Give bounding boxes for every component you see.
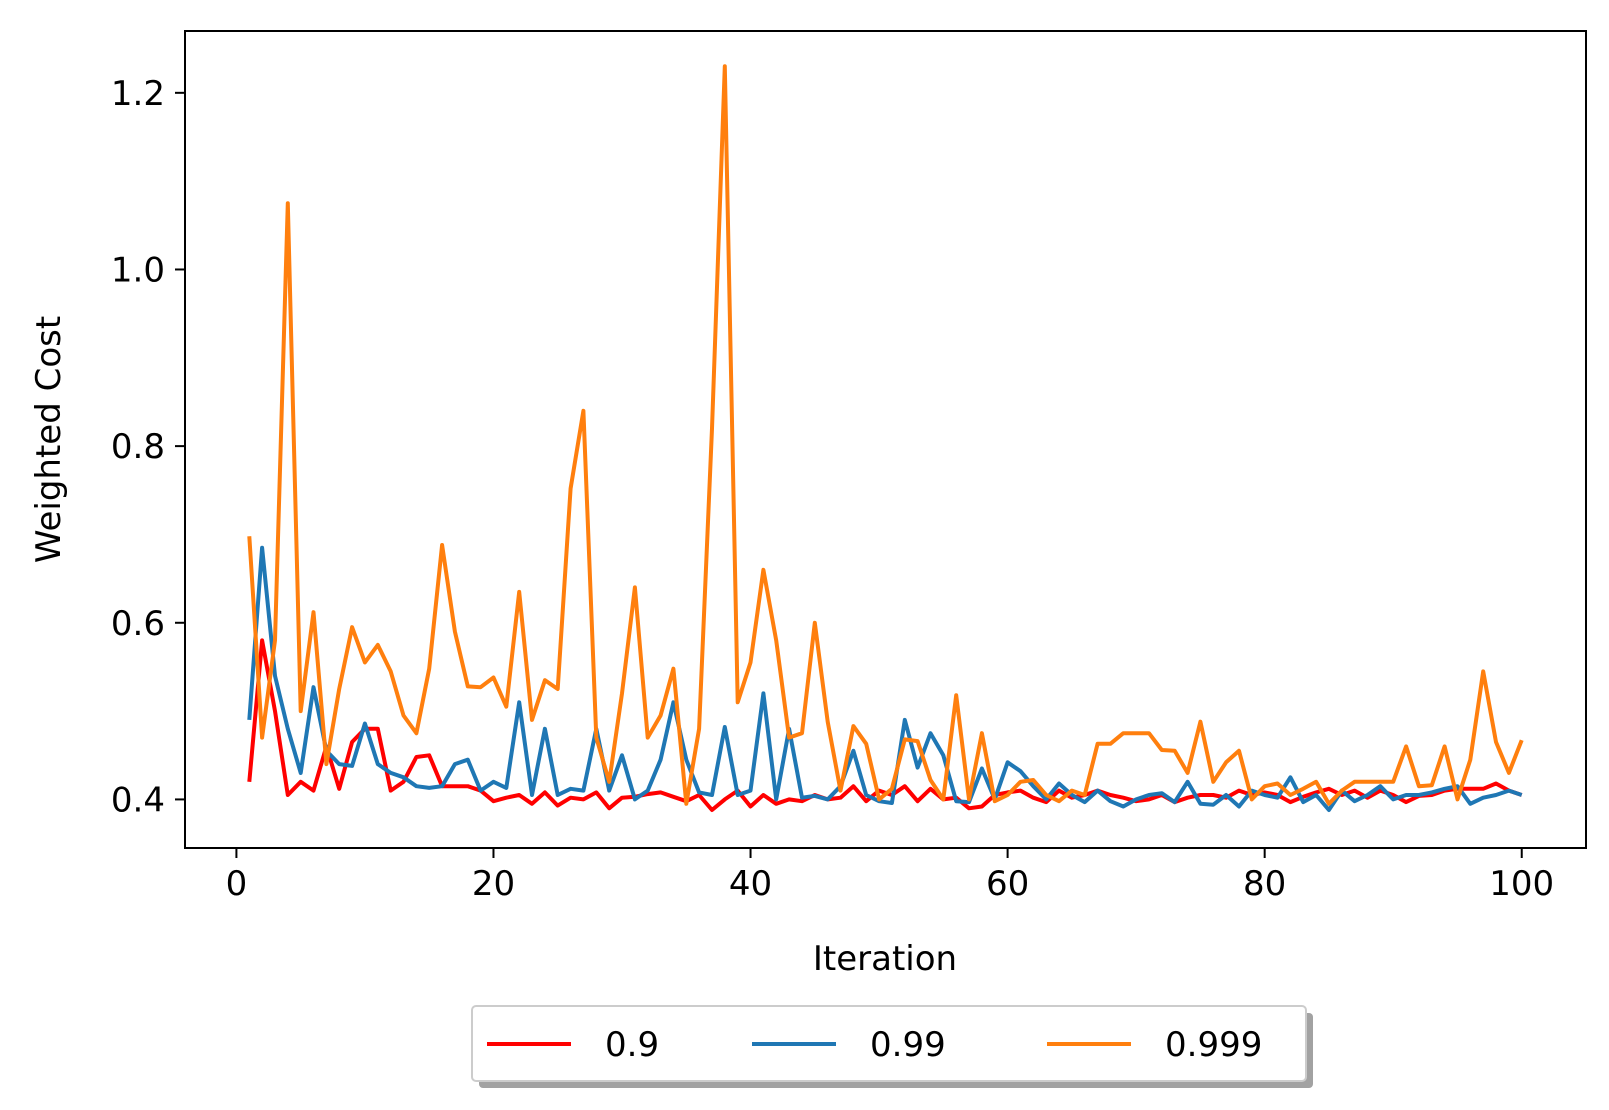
y-tick-label: 1.2 [111, 74, 165, 114]
x-tick-label: 60 [986, 864, 1029, 904]
x-axis-label: Iteration [813, 939, 957, 979]
legend: 0.9 0.99 0.999 [471, 1005, 1313, 1088]
y-tick-label: 0.8 [111, 427, 165, 467]
y-axis-label: Weighted Cost [29, 316, 69, 563]
x-tick-label: 100 [1489, 864, 1554, 904]
legend-label-1: 0.99 [870, 1025, 946, 1065]
series-layer [247, 64, 1524, 812]
x-axis-ticks: 0 20 40 60 80 100 [226, 848, 1554, 904]
y-tick-label: 0.6 [111, 604, 165, 644]
legend-box [471, 1005, 1307, 1082]
x-tick-label: 80 [1243, 864, 1286, 904]
legend-items: 0.9 0.99 0.999 [487, 1025, 1262, 1065]
plot-area-frame [184, 30, 1587, 849]
x-tick-label: 40 [729, 864, 772, 904]
series-line-1 [247, 545, 1523, 812]
y-tick-label: 0.4 [111, 780, 165, 820]
x-tick-label: 20 [472, 864, 515, 904]
legend-label-2: 0.999 [1165, 1025, 1262, 1065]
y-axis-ticks: 0.4 0.6 0.8 1.0 1.2 [111, 74, 185, 820]
series-line-2 [247, 64, 1524, 806]
x-tick-label: 0 [226, 864, 248, 904]
y-tick-label: 1.0 [111, 250, 165, 290]
legend-label-0: 0.9 [605, 1025, 659, 1065]
